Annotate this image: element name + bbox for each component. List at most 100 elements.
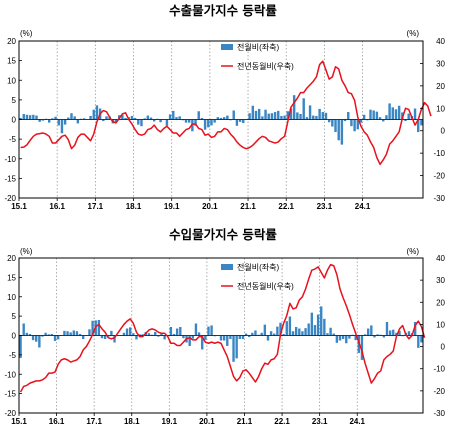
bar-month-change: [58, 120, 60, 126]
bar-month-change: [385, 115, 387, 119]
bar-month-change: [129, 327, 131, 335]
bar-month-change: [35, 116, 37, 120]
right-tick-label: -20: [433, 172, 445, 181]
bar-month-change: [289, 317, 291, 336]
bar-month-change: [322, 112, 324, 119]
chart-panel-2: 수입물가지수 등락률(%)(%)20151050-5-10-15-2040302…: [4, 227, 445, 426]
bar-month-change: [89, 116, 91, 120]
bar-month-change: [77, 120, 79, 124]
bar-month-change: [198, 332, 200, 335]
legend-bar-label: 전월비(좌축): [237, 42, 279, 52]
bar-month-change: [261, 116, 263, 119]
bar-month-change: [73, 116, 75, 119]
bar-month-change: [179, 327, 181, 336]
bar-month-change: [372, 110, 374, 119]
left-tick-label: 10: [7, 293, 16, 302]
bar-month-change: [192, 336, 194, 339]
bar-month-change: [131, 116, 133, 120]
bar-month-change: [367, 329, 369, 336]
right-axis-unit: (%): [407, 247, 420, 256]
x-tick-label: 17.1: [86, 417, 102, 426]
bar-month-change: [57, 336, 59, 340]
bar-month-change: [407, 114, 409, 120]
right-tick-label: 40: [436, 254, 445, 263]
bar-month-change: [29, 115, 31, 119]
bar-month-change: [188, 120, 190, 123]
chart-title: 수입물가지수 등락률: [169, 227, 277, 242]
bar-month-change: [376, 112, 378, 120]
bar-month-change: [93, 110, 95, 120]
x-tick-label: 19.1: [164, 202, 180, 211]
bar-month-change: [420, 336, 422, 343]
bar-month-change: [73, 330, 75, 335]
bar-month-change: [303, 98, 305, 119]
x-tick-label: 21.1: [240, 202, 256, 211]
bar-month-change: [414, 109, 416, 120]
right-tick-label: 30: [436, 276, 445, 285]
bar-month-change: [341, 120, 343, 145]
legend-line-label: 전년동월비(우축): [237, 281, 294, 291]
bar-month-change: [329, 328, 331, 336]
left-tick-label: -5: [9, 351, 17, 360]
bar-month-change: [170, 327, 172, 336]
bar-month-change: [264, 325, 266, 336]
bar-month-change: [169, 114, 171, 119]
bar-month-change: [198, 111, 200, 119]
right-tick-label: -30: [433, 194, 445, 203]
left-tick-label: -10: [4, 370, 16, 379]
left-tick-label: -5: [9, 135, 17, 144]
bar-month-change: [48, 120, 50, 123]
bar-month-change: [233, 110, 235, 119]
bar-month-change: [398, 106, 400, 120]
left-tick-label: -10: [4, 155, 16, 164]
bar-month-change: [312, 116, 314, 120]
bar-month-change: [213, 120, 215, 123]
x-tick-label: 15.1: [11, 417, 27, 426]
legend-bar-label: 전월비(좌축): [237, 262, 279, 272]
bar-month-change: [350, 120, 352, 127]
bar-month-change: [239, 336, 241, 339]
bar-month-change: [96, 105, 98, 119]
x-tick-label: 16.1: [49, 417, 65, 426]
legend-bar-swatch: [221, 264, 233, 270]
bar-month-change: [254, 330, 256, 335]
bar-month-change: [204, 336, 206, 340]
x-tick-label: 23.1: [312, 417, 328, 426]
right-tick-label: -10: [433, 365, 445, 374]
right-tick-label: 10: [436, 104, 445, 113]
bar-month-change: [283, 116, 285, 120]
bar-month-change: [26, 333, 28, 336]
left-tick-label: 0: [12, 332, 17, 341]
left-tick-label: 15: [7, 57, 16, 66]
bar-month-change: [126, 329, 128, 336]
bar-month-change: [154, 332, 156, 335]
x-tick-label: 24.1: [355, 202, 371, 211]
bar-month-change: [32, 336, 34, 341]
bar-month-change: [315, 116, 317, 120]
right-tick-label: 30: [436, 59, 445, 68]
bar-month-change: [420, 120, 422, 126]
legend-bar-swatch: [221, 44, 233, 50]
bar-month-change: [255, 111, 257, 120]
bar-month-change: [339, 336, 341, 341]
bar-month-change: [293, 95, 295, 119]
bar-month-change: [232, 336, 234, 362]
bar-month-change: [276, 327, 278, 336]
left-axis-unit: (%): [20, 247, 33, 256]
bar-month-change: [182, 336, 184, 339]
bar-month-change: [270, 331, 272, 335]
left-axis-unit: (%): [20, 29, 33, 38]
bar-month-change: [386, 322, 388, 336]
bar-month-change: [223, 336, 225, 341]
bar-month-change: [54, 336, 56, 341]
bar-month-change: [299, 114, 301, 119]
bar-month-change: [226, 336, 228, 346]
bar-month-change: [172, 111, 174, 120]
bar-month-change: [363, 115, 365, 120]
bar-month-change: [304, 328, 306, 335]
bar-month-change: [166, 120, 168, 126]
bar-month-change: [140, 120, 142, 127]
bar-month-change: [70, 113, 72, 119]
left-tick-label: 5: [12, 96, 17, 105]
